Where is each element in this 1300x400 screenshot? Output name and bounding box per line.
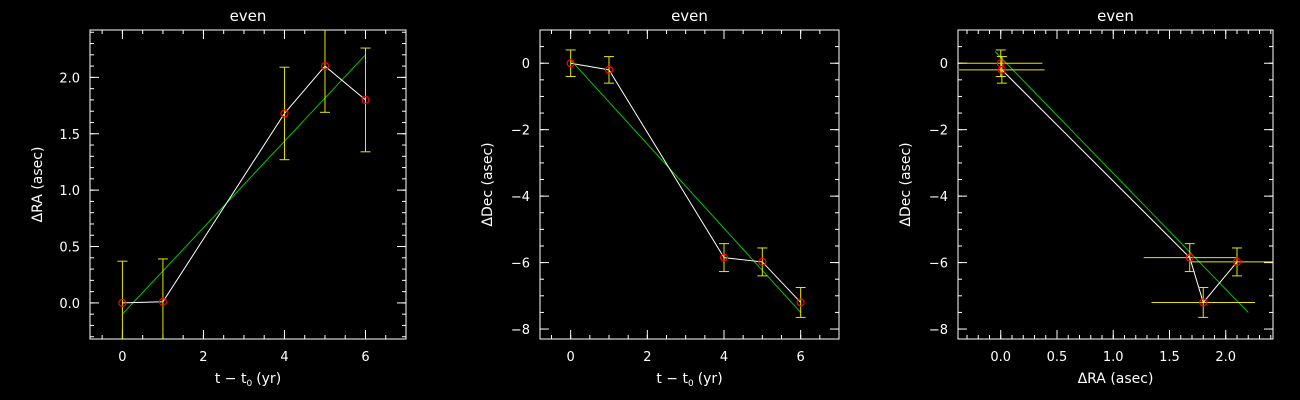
y-tick-label: 1.0	[59, 184, 80, 199]
data-point	[1232, 257, 1242, 267]
axes-frame	[89, 29, 407, 340]
data-point	[280, 109, 289, 118]
x-tick-label: 4	[720, 350, 728, 365]
axes-frame	[957, 29, 1274, 340]
fit-line	[994, 51, 1249, 313]
y-tick-label: 0	[522, 57, 530, 72]
data-point	[719, 253, 729, 262]
data-line	[1000, 63, 1238, 304]
y-tick-label: −4	[929, 190, 948, 205]
y-tick-label: −6	[511, 257, 530, 272]
x-axis-label: ΔRA (asec)	[1078, 371, 1154, 387]
data-point	[1199, 298, 1208, 307]
x-tick-label: 2	[643, 350, 651, 365]
fit-line	[570, 59, 802, 313]
y-tick-label: −8	[929, 323, 948, 338]
y-tick-label: 0.0	[59, 297, 80, 312]
chart-title: even	[230, 7, 267, 25]
x-tick-label: 2	[199, 350, 207, 365]
y-axis-label: ΔDec (asec)	[898, 142, 914, 226]
data-point	[320, 61, 330, 71]
x-tick-label: 0	[118, 350, 126, 365]
y-tick-label: −2	[511, 124, 530, 139]
x-tick-label: 4	[280, 350, 288, 365]
chart-title: even	[1097, 7, 1134, 25]
y-tick-label: 2.0	[59, 71, 80, 86]
y-tick-label: −6	[929, 257, 948, 272]
data-point	[758, 257, 767, 267]
x-tick-label: 0.5	[1047, 350, 1068, 365]
x-axis-label-subscript: 0	[688, 379, 694, 389]
data-point	[118, 298, 127, 308]
chart-panel-3: 0.0 0.5 1.0 1.5 2.0 0 −2 −4 −6 −8 even ΔRA (asec) ΔD…	[898, 7, 1274, 387]
y-tick-label: −4	[511, 190, 530, 205]
x-axis-label: t − t0 (yr)	[215, 371, 281, 389]
y-tick-label: 1.5	[59, 128, 80, 143]
x-axis-label-subscript: 0	[246, 379, 252, 389]
data-point	[158, 297, 168, 306]
x-axis-label-unit: (yr)	[698, 371, 723, 387]
y-axis-label: ΔRA (asec)	[30, 147, 46, 223]
plot-area	[117, 30, 371, 339]
chart-title: even	[671, 7, 708, 25]
x-axis-label-main: t − t	[656, 371, 688, 387]
plot-area	[565, 49, 806, 318]
y-tick-label: 0.5	[59, 241, 80, 256]
axes-frame	[539, 29, 840, 340]
x-tick-label: 6	[361, 350, 369, 365]
y-tick-label: −2	[929, 124, 948, 139]
x-tick-label: 1.5	[1159, 350, 1180, 365]
x-tick-label: 0.0	[990, 350, 1011, 365]
data-point	[997, 65, 1006, 74]
data-point	[796, 298, 805, 307]
fit-line	[122, 54, 366, 315]
x-axis-label: t − t0 (yr)	[656, 371, 722, 389]
x-axis-label-unit: (yr)	[256, 371, 281, 387]
y-tick-label: 0	[940, 57, 948, 72]
data-point	[604, 65, 614, 74]
x-axis-label-main: ΔRA (asec)	[1078, 371, 1154, 387]
data-point	[566, 59, 575, 68]
data-point	[361, 95, 370, 105]
y-axis-label: ΔDec (asec)	[480, 142, 496, 226]
x-tick-label: 1.0	[1103, 350, 1124, 365]
x-tick-label: 2.0	[1215, 350, 1236, 365]
data-line	[570, 62, 802, 303]
plot-area	[959, 49, 1273, 318]
data-point	[1185, 253, 1194, 262]
y-tick-label: −8	[511, 323, 530, 338]
x-axis-label-main: t − t	[215, 371, 247, 387]
x-tick-label: 6	[797, 350, 805, 365]
x-tick-label: 0	[567, 350, 575, 365]
